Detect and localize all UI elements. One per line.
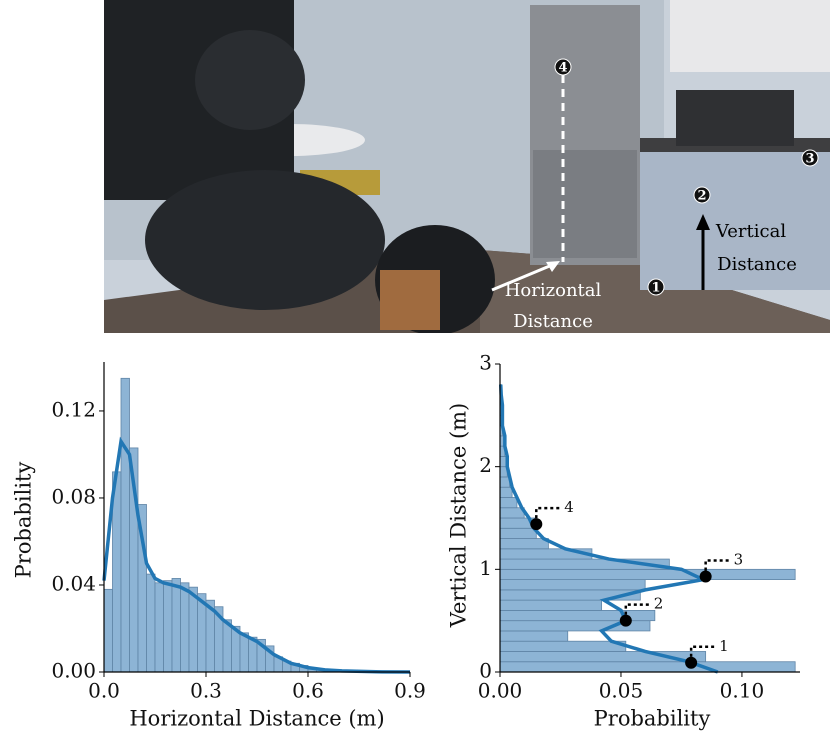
histogram-bar <box>499 640 627 652</box>
y-tick-label: 0.08 <box>51 484 96 508</box>
annotation-label: 4 <box>564 498 574 516</box>
marker-label: 1 <box>651 281 660 296</box>
kde-line <box>102 436 411 674</box>
annotation-point <box>685 656 698 669</box>
histogram-bar <box>180 582 190 673</box>
annotation-label: 2 <box>654 595 664 613</box>
y-axis-label: Vertical Distance (m) <box>447 403 471 629</box>
histogram-bar <box>499 538 549 550</box>
photo-label: Distance <box>513 311 593 332</box>
annotation-leader <box>624 603 650 615</box>
histogram-bar <box>499 476 511 488</box>
y-tick-label: 3 <box>479 351 492 375</box>
y-tick-label: 0.12 <box>51 397 96 421</box>
annotation-label: 3 <box>734 551 744 569</box>
photo-label: Vertical <box>715 221 786 242</box>
x-tick-label: 0.0 <box>88 679 120 703</box>
x-tick-label: 0.3 <box>190 679 222 703</box>
annotation-leader <box>704 559 730 571</box>
histogram-bar <box>499 568 796 580</box>
x-tick-label: 0.9 <box>394 679 426 703</box>
photo-label: Distance <box>717 254 797 275</box>
x-tick-label: 0.05 <box>599 679 644 703</box>
y-tick-label: 1 <box>479 556 492 580</box>
annotation-point <box>530 518 543 531</box>
y-tick-label: 0.04 <box>51 571 96 595</box>
x-tick-label: 0.10 <box>720 679 765 703</box>
x-tick-label: 0.00 <box>478 679 523 703</box>
x-axis-label: Horizontal Distance (m) <box>129 707 384 731</box>
histogram-bar <box>499 579 646 591</box>
histogram-bar <box>499 497 518 509</box>
histogram-bar <box>146 573 156 673</box>
annotation-point <box>619 614 632 627</box>
annotation-point <box>699 570 712 583</box>
histogram-bar <box>163 580 173 673</box>
y-tick-label: 0.00 <box>51 659 96 683</box>
histogram-bar <box>499 610 656 622</box>
histogram-bar <box>499 630 569 642</box>
histogram-bar <box>499 599 603 611</box>
y-tick-label: 0 <box>479 659 492 683</box>
histogram-bar <box>222 619 232 673</box>
histogram-bar <box>154 582 164 673</box>
histogram-bar <box>188 586 198 673</box>
annotation-leader <box>689 645 716 657</box>
annotation-label: 1 <box>719 637 729 655</box>
histogram-bar <box>239 632 249 673</box>
photo <box>104 0 830 333</box>
histogram-bar <box>499 486 513 498</box>
marker-label: 3 <box>805 152 814 167</box>
y-tick-label: 2 <box>479 453 492 477</box>
histogram-bar <box>120 377 130 673</box>
histogram-bar <box>499 661 796 673</box>
annotation-leader <box>535 506 561 519</box>
y-axis-label: Probability <box>12 462 36 579</box>
x-axis-label: Probability <box>594 707 711 731</box>
photo-label: Horizontal <box>505 280 602 301</box>
histogram-bar <box>499 527 537 539</box>
histogram-bar <box>171 578 181 673</box>
histogram-bar <box>499 507 525 519</box>
marker-label: 4 <box>558 61 567 76</box>
x-tick-label: 0.6 <box>292 679 324 703</box>
marker-label: 2 <box>697 189 706 204</box>
histogram-bar <box>103 588 113 673</box>
